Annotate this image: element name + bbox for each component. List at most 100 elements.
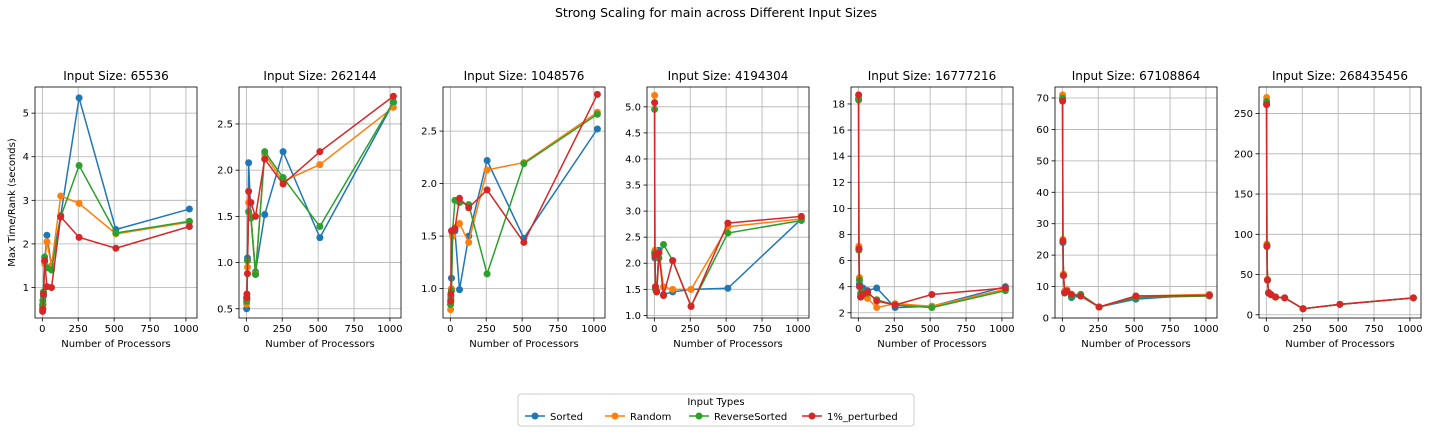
axes-frame	[442, 86, 606, 319]
data-point-Sorted	[279, 148, 287, 156]
y-tick-label: 50	[1036, 156, 1049, 167]
y-tick-label: 4	[839, 282, 845, 293]
data-point-1%_perturbed	[243, 270, 251, 278]
data-point-Sorted	[873, 284, 881, 292]
y-tick-label: 4.0	[625, 154, 641, 165]
data-point-Random	[465, 238, 473, 246]
data-point-1%_perturbed	[660, 292, 668, 300]
y-tick-label: 250	[1234, 109, 1253, 120]
x-tick-label: 500	[105, 324, 124, 335]
data-point-Random	[687, 285, 695, 293]
data-point-ReverseSorted	[483, 270, 491, 278]
series-line-1%_perturbed	[1265, 104, 1414, 310]
data-point-Sorted	[593, 125, 601, 133]
subplot-5: 0 250 500 750 1000 2 4 6 8 10 12 14 16 18 Input Size: …	[832, 69, 1014, 350]
data-point-Sorted	[724, 284, 732, 292]
y-tick-label: 1.0	[625, 311, 641, 322]
y-tick-label: 0	[1043, 314, 1049, 325]
data-point-1%_perturbed	[252, 212, 260, 220]
data-point-1%_perturbed	[483, 186, 491, 194]
x-tick-label: 0	[1059, 324, 1065, 335]
legend-label-ReverseSorted: ReverseSorted	[714, 412, 787, 423]
subplot-title: Input Size: 1048576	[464, 69, 585, 83]
x-tick-label: 0	[447, 324, 453, 335]
data-point-ReverseSorted	[724, 229, 732, 237]
data-point-1%_perturbed	[1059, 97, 1067, 105]
data-point-ReverseSorted	[112, 229, 120, 237]
data-point-ReverseSorted	[75, 161, 83, 169]
x-tick-label: 750	[752, 324, 771, 335]
data-point-1%_perturbed	[1068, 290, 1076, 298]
y-tick-label: 100	[1234, 230, 1253, 241]
y-tick-label: 3.0	[625, 207, 641, 218]
data-point-Sorted	[316, 234, 324, 242]
y-tick-label: 200	[1234, 149, 1253, 160]
subplot-7: 0 250 500 750 1000 0 50 100 150 200 250 Input Size:…	[1234, 69, 1423, 350]
data-point-Random	[483, 166, 491, 174]
y-tick-label: 5	[23, 109, 29, 120]
x-tick-label: 0	[651, 324, 657, 335]
data-point-ReverseSorted	[279, 174, 287, 182]
data-point-1%_perturbed	[1281, 294, 1289, 302]
x-tick-label: 250	[69, 324, 88, 335]
subplot-title: Input Size: 268435456	[1272, 69, 1408, 83]
y-tick-label: 1.0	[217, 258, 233, 269]
series-line-Sorted	[245, 102, 395, 309]
data-point-Random	[864, 294, 872, 302]
x-tick-label: 0	[243, 324, 249, 335]
legend-label-Random: Random	[630, 412, 671, 423]
x-tick-label: 500	[309, 324, 328, 335]
data-point-1%_perturbed	[41, 256, 49, 264]
data-point-1%_perturbed	[655, 249, 663, 257]
data-point-1%_perturbed	[855, 283, 863, 291]
data-point-Sorted	[75, 94, 83, 102]
y-tick-label: 20	[1036, 251, 1049, 262]
data-point-ReverseSorted	[593, 110, 601, 118]
series-line-Random	[1265, 97, 1414, 310]
data-point-1%_perturbed	[245, 187, 253, 195]
figure-suptitle: Strong Scaling for main across Different…	[555, 5, 877, 20]
data-point-Random	[316, 161, 324, 169]
y-tick-label: 1.5	[217, 212, 233, 223]
data-point-1%_perturbed	[279, 180, 287, 188]
y-tick-label: 18	[832, 99, 845, 110]
y-tick-label: 1.5	[625, 285, 641, 296]
x-tick-label: 750	[956, 324, 975, 335]
data-point-1%_perturbed	[891, 301, 899, 309]
series-line-ReverseSorted	[449, 113, 598, 305]
data-point-1%_perturbed	[48, 283, 56, 291]
x-tick-label: 0	[855, 324, 861, 335]
x-tick-label: 500	[1125, 324, 1144, 335]
y-tick-label: 16	[832, 126, 845, 137]
series-line-ReverseSorted	[653, 109, 802, 308]
data-point-1%_perturbed	[389, 92, 397, 100]
data-point-1%_perturbed	[1077, 292, 1085, 300]
x-axis-label: Number of Processors	[1081, 339, 1191, 350]
y-tick-label: 1	[23, 283, 29, 294]
data-point-ReverseSorted	[660, 240, 668, 248]
data-point-1%_perturbed	[185, 222, 193, 230]
data-point-1%_perturbed	[1132, 292, 1140, 300]
x-tick-label: 250	[681, 324, 700, 335]
data-point-ReverseSorted	[928, 304, 936, 312]
series-line-1%_perturbed	[1061, 101, 1210, 308]
series-line-ReverseSorted	[857, 100, 1006, 309]
data-point-ReverseSorted	[185, 217, 193, 225]
series-line-Random	[653, 95, 802, 291]
y-tick-label: 3.5	[625, 181, 641, 192]
x-tick-label: 1000	[377, 324, 402, 335]
x-tick-label: 750	[1160, 324, 1179, 335]
data-point-1%_perturbed	[855, 245, 863, 253]
y-tick-label: 50	[1240, 270, 1253, 281]
data-point-1%_perturbed	[39, 290, 47, 298]
data-point-1%_perturbed	[1059, 237, 1067, 245]
x-tick-label: 250	[1293, 324, 1312, 335]
subplot-title: Input Size: 67108864	[1072, 69, 1200, 83]
y-tick-label: 150	[1234, 190, 1253, 201]
y-tick-label: 0.5	[217, 304, 233, 315]
x-tick-label: 750	[344, 324, 363, 335]
data-point-1%_perturbed	[1001, 284, 1009, 292]
axes-frame	[34, 86, 198, 319]
